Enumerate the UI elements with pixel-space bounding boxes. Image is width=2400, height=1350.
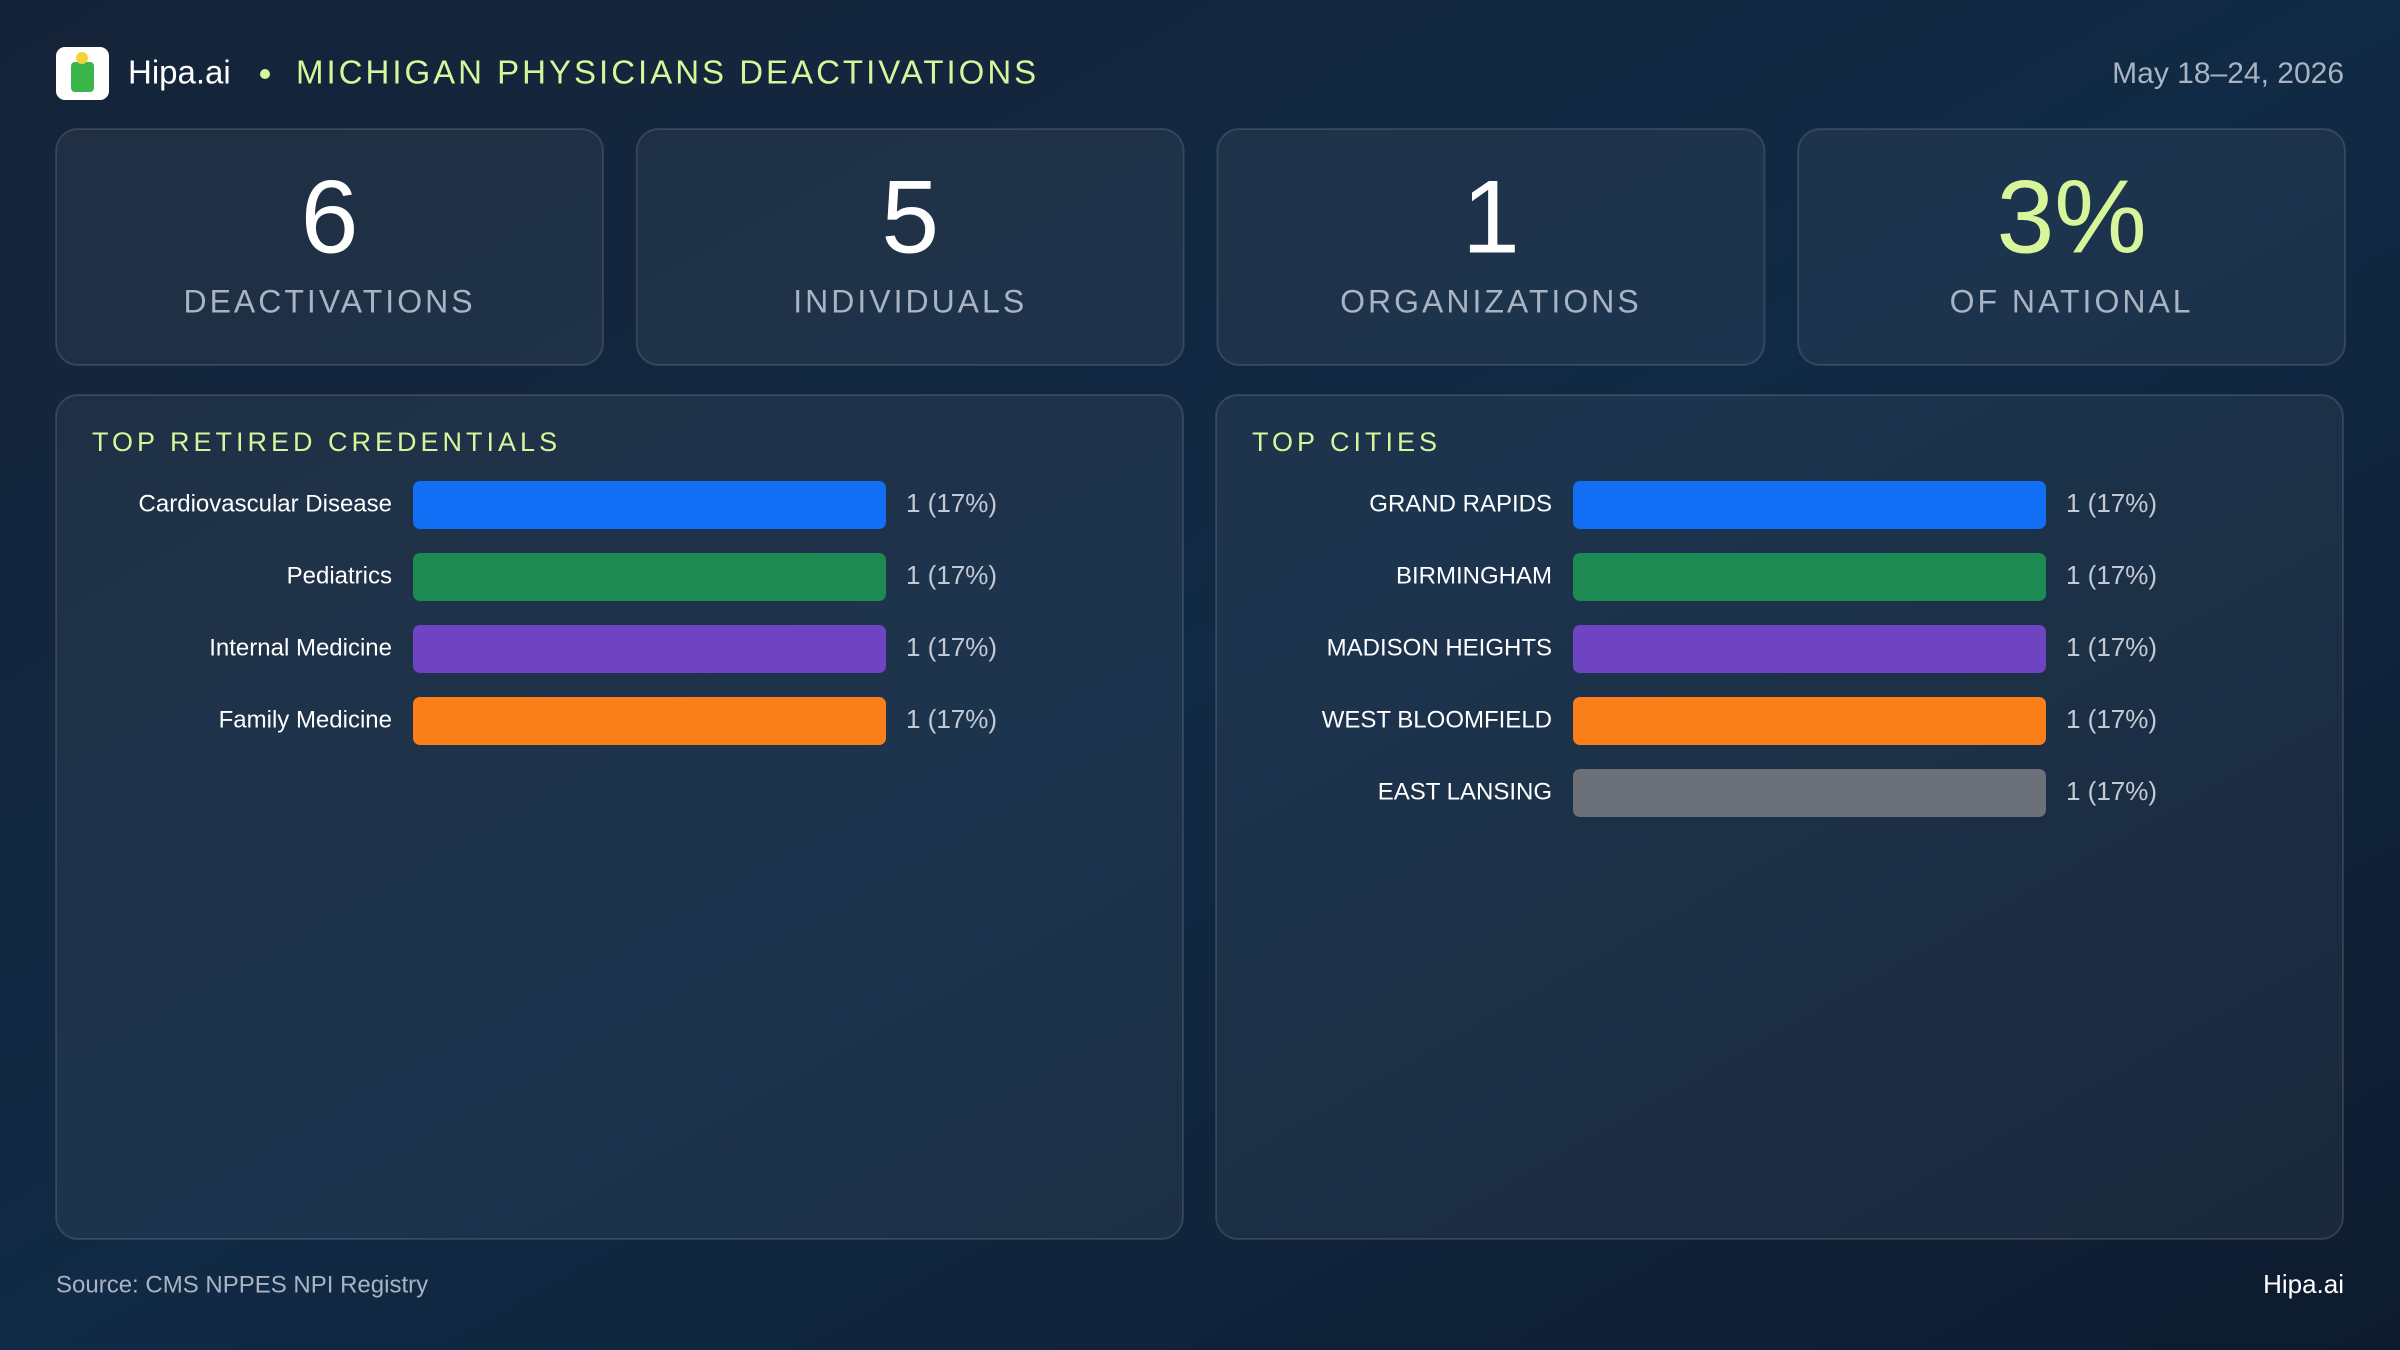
logo-icon — [71, 62, 94, 92]
separator-dot — [260, 69, 270, 79]
bar — [1573, 697, 2046, 745]
kpi-card — [55, 128, 604, 366]
date-range: May 18–24, 2026 — [2112, 57, 2344, 90]
kpi-value: 3% — [1996, 159, 2146, 275]
source: Source: CMS NPPES NPI Registry — [56, 1271, 428, 1298]
value-label: 1 (17%) — [906, 632, 997, 662]
bar-label: MADISON HEIGHTS — [1327, 634, 1552, 661]
bar — [413, 553, 886, 601]
kpi-value: 1 — [1462, 159, 1520, 275]
bar — [413, 481, 886, 529]
logo — [56, 47, 109, 100]
kpi-label: INDIVIDUALS — [793, 283, 1027, 319]
bar — [1573, 769, 2046, 817]
bar — [413, 625, 886, 673]
kpi-card — [1797, 128, 2347, 366]
bar — [413, 697, 886, 745]
value-label: 1 (17%) — [2066, 488, 2157, 518]
value-label: 1 (17%) — [906, 488, 997, 518]
bar-label: EAST LANSING — [1378, 778, 1552, 805]
value-label: 1 (17%) — [906, 704, 997, 734]
bar-label: BIRMINGHAM — [1396, 562, 1552, 589]
bar-label: GRAND RAPIDS — [1369, 490, 1552, 517]
page-title: MICHIGAN PHYSICIANS DEACTIVATIONS — [296, 54, 1039, 91]
brand: Hipa.ai — [128, 54, 231, 91]
kpi-label: DEACTIVATIONS — [183, 283, 475, 319]
panel-title: TOP CITIES — [1252, 427, 1441, 457]
value-label: 1 (17%) — [2066, 704, 2157, 734]
bar — [1573, 481, 2046, 529]
value-label: 1 (17%) — [2066, 632, 2157, 662]
bar-label: Cardiovascular Disease — [139, 490, 392, 517]
panel — [55, 394, 1184, 1240]
bar-label: Pediatrics — [287, 562, 392, 589]
kpi-card — [635, 128, 1185, 366]
kpi-label: ORGANIZATIONS — [1340, 283, 1642, 319]
footer-brand: Hipa.ai — [2263, 1269, 2344, 1299]
bar-label: Internal Medicine — [209, 634, 392, 661]
logo-dot — [76, 52, 88, 64]
kpi-value: 5 — [881, 159, 939, 275]
value-label: 1 (17%) — [2066, 776, 2157, 806]
kpi-card — [1216, 128, 1766, 366]
value-label: 1 (17%) — [2066, 560, 2157, 590]
bar — [1573, 553, 2046, 601]
kpi-label: OF NATIONAL — [1950, 283, 2194, 319]
panel-title: TOP RETIRED CREDENTIALS — [92, 427, 561, 457]
bar-label: WEST BLOOMFIELD — [1322, 706, 1552, 733]
value-label: 1 (17%) — [906, 560, 997, 590]
bar-label: Family Medicine — [219, 706, 392, 733]
kpi-value: 6 — [301, 159, 359, 275]
bar — [1573, 625, 2046, 673]
